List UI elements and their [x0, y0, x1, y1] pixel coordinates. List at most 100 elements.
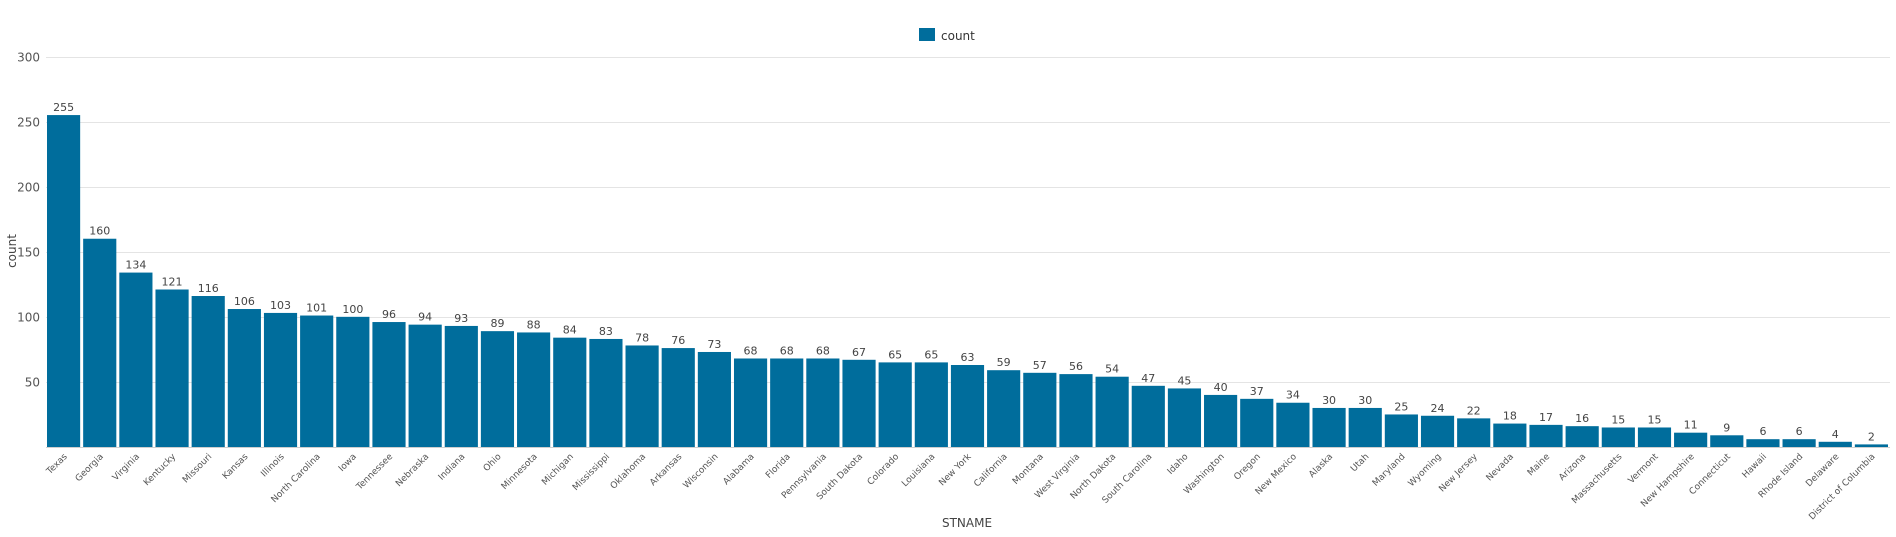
bar-hawaii[interactable]	[1746, 439, 1780, 447]
bar-new-jersey[interactable]	[1457, 418, 1491, 447]
data-label-alabama: 68	[744, 344, 758, 357]
bar-vermont[interactable]	[1637, 427, 1672, 447]
legend[interactable]: count	[919, 28, 975, 43]
bar-mississippi[interactable]	[589, 338, 623, 447]
data-label-north-carolina: 101	[306, 302, 327, 315]
x-tick-label-utah: Utah	[1349, 452, 1371, 474]
data-label-maine: 17	[1539, 411, 1553, 424]
bar-iowa[interactable]	[336, 316, 370, 447]
bar-wisconsin[interactable]	[697, 351, 731, 447]
bar-colorado[interactable]	[878, 362, 912, 447]
x-tick-label-oregon: Oregon	[1232, 452, 1262, 482]
bar-south-dakota[interactable]	[842, 359, 876, 447]
x-tick-label-kansas: Kansas	[221, 452, 251, 482]
data-label-washington: 40	[1214, 381, 1228, 394]
data-label-nevada: 18	[1503, 410, 1517, 423]
bar-ohio[interactable]	[480, 331, 515, 447]
bar-missouri[interactable]	[191, 296, 225, 447]
x-tick-label-louisiana: Louisiana	[900, 452, 937, 489]
bar-arizona[interactable]	[1565, 426, 1599, 447]
x-tick-label-indiana: Indiana	[437, 452, 468, 483]
x-axis-title: STNAME	[942, 516, 992, 530]
data-label-arkansas: 76	[671, 334, 685, 347]
bar-florida[interactable]	[770, 358, 804, 447]
bar-west-virginia[interactable]	[1059, 374, 1093, 447]
y-tick-label-150: 150	[17, 246, 40, 260]
data-label-massachusetts: 15	[1611, 413, 1625, 426]
bar-indiana[interactable]	[444, 325, 478, 447]
bar-virginia[interactable]	[119, 272, 153, 447]
bar-arkansas[interactable]	[661, 348, 695, 447]
data-label-alaska: 30	[1322, 394, 1336, 407]
y-axis-title: count	[5, 234, 19, 268]
x-tick-label-oklahoma: Oklahoma	[609, 452, 648, 491]
bar-connecticut[interactable]	[1710, 435, 1744, 447]
bar-north-carolina[interactable]	[300, 315, 334, 447]
bar-georgia[interactable]	[83, 238, 117, 447]
x-tick-label-georgia: Georgia	[74, 452, 106, 484]
bar-alabama[interactable]	[733, 358, 768, 447]
data-label-new-hampshire: 11	[1684, 419, 1698, 432]
bar-michigan[interactable]	[553, 337, 587, 447]
bar-illinois[interactable]	[263, 312, 298, 447]
y-tick-label-100: 100	[17, 311, 40, 325]
bar-alaska[interactable]	[1312, 407, 1346, 447]
bar-new-hampshire[interactable]	[1674, 432, 1708, 447]
bars	[47, 115, 1888, 447]
bar-district-of-columbia[interactable]	[1854, 444, 1888, 447]
bar-pennsylvania[interactable]	[806, 358, 840, 447]
x-tick-label-nevada: Nevada	[1485, 452, 1516, 483]
bar-idaho[interactable]	[1167, 388, 1202, 447]
bar-wyoming[interactable]	[1420, 415, 1455, 447]
data-label-kansas: 106	[234, 295, 255, 308]
data-label-vermont: 15	[1647, 413, 1661, 426]
data-label-iowa: 100	[342, 303, 363, 316]
x-tick-label-missouri: Missouri	[181, 452, 214, 485]
bar-maine[interactable]	[1529, 424, 1563, 447]
bar-nevada[interactable]	[1493, 423, 1527, 447]
bar-california[interactable]	[987, 370, 1021, 447]
x-tick-label-kentucky: Kentucky	[142, 452, 179, 489]
bar-tennessee[interactable]	[372, 322, 406, 447]
x-tick-label-maryland: Maryland	[1371, 452, 1408, 489]
bar-nebraska[interactable]	[408, 324, 442, 447]
bar-new-york[interactable]	[950, 365, 985, 447]
data-label-district-of-columbia: 2	[1868, 430, 1875, 443]
bar-south-carolina[interactable]	[1131, 385, 1165, 447]
bar-rhode-island[interactable]	[1782, 439, 1816, 447]
bar-washington[interactable]	[1204, 394, 1238, 447]
bar-oregon[interactable]	[1240, 398, 1274, 447]
data-label-pennsylvania: 68	[816, 344, 830, 357]
bar-utah[interactable]	[1348, 407, 1382, 447]
bar-massachusetts[interactable]	[1601, 427, 1635, 447]
x-tick-label-colorado: Colorado	[866, 452, 902, 488]
bar-minnesota[interactable]	[517, 332, 551, 447]
bar-delaware[interactable]	[1818, 441, 1852, 447]
bar-new-mexico[interactable]	[1276, 402, 1310, 447]
bar-kentucky[interactable]	[155, 289, 189, 448]
data-label-minnesota: 88	[527, 318, 541, 331]
data-label-tennessee: 96	[382, 308, 396, 321]
data-label-south-carolina: 47	[1141, 372, 1155, 385]
bar-montana[interactable]	[1023, 372, 1057, 447]
data-label-ohio: 89	[490, 317, 504, 330]
x-tick-label-michigan: Michigan	[540, 452, 576, 488]
bar-louisiana[interactable]	[914, 362, 948, 447]
bar-oklahoma[interactable]	[625, 345, 659, 447]
data-label-mississippi: 83	[599, 325, 613, 338]
data-label-connecticut: 9	[1723, 421, 1730, 434]
x-tick-label-virginia: Virginia	[111, 452, 142, 483]
data-label-arizona: 16	[1575, 412, 1589, 425]
bar-north-dakota[interactable]	[1095, 376, 1129, 447]
x-tick-label-hawaii: Hawaii	[1741, 452, 1769, 480]
bar-kansas[interactable]	[227, 309, 261, 447]
data-label-hawaii: 6	[1759, 425, 1766, 438]
data-label-south-dakota: 67	[852, 346, 866, 359]
bar-texas[interactable]	[47, 115, 81, 447]
data-label-louisiana: 65	[924, 348, 938, 361]
data-label-maryland: 25	[1394, 400, 1408, 413]
bar-maryland[interactable]	[1384, 414, 1418, 447]
x-tick-label-delaware: Delaware	[1804, 452, 1841, 489]
